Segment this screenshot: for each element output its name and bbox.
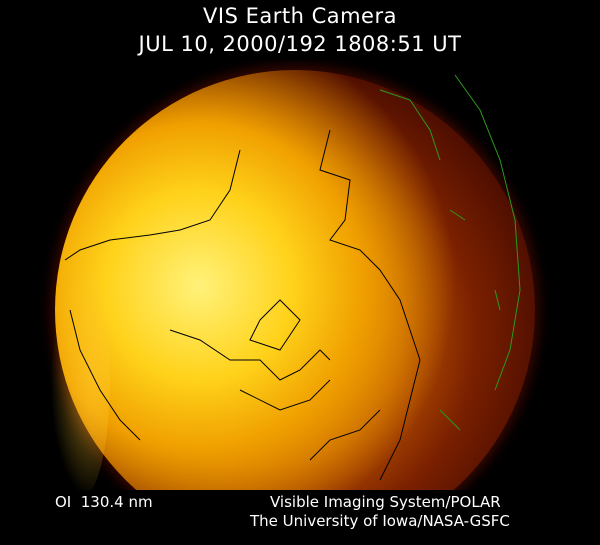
credit-line-2: The University of Iowa/NASA-GSFC [250,512,510,530]
credit-line-1: Visible Imaging System/POLAR [270,493,501,511]
earth-image [0,60,600,490]
coastlines [64,74,521,481]
limb-glow [50,260,110,490]
image-title: VIS Earth Camera [203,4,397,28]
wavelength-label: OI 130.4 nm [55,493,153,511]
earth-disk [55,70,535,490]
image-timestamp: JUL 10, 2000/192 1808:51 UT [138,32,462,56]
